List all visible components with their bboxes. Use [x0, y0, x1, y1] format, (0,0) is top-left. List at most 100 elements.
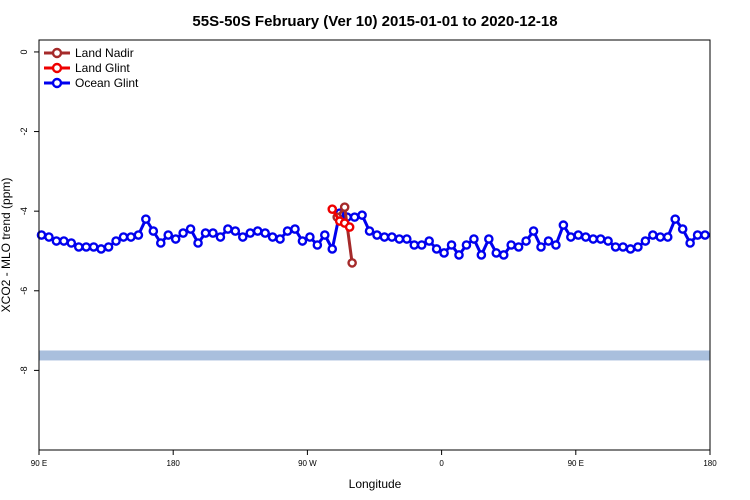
ocean-glint-point — [185, 224, 196, 234]
ocean-glint-point — [305, 232, 315, 242]
ocean-glint-point — [200, 228, 211, 238]
ocean-glint-point — [551, 240, 561, 250]
ocean-glint-point — [588, 234, 598, 244]
ocean-glint-point — [51, 236, 62, 246]
ocean-glint-point — [476, 250, 487, 260]
ocean-glint-point — [387, 232, 397, 242]
ocean-glint-point — [73, 242, 84, 252]
legend-land-glint-label: Land Glint — [75, 61, 130, 75]
ocean-glint-point — [506, 240, 516, 250]
ocean-glint-point — [670, 214, 681, 224]
y-tick-label: -2 — [19, 128, 29, 136]
legend-land-glint-marker — [51, 62, 63, 74]
ocean-glint-point — [640, 236, 651, 246]
ocean-glint-point — [88, 242, 99, 252]
ocean-glint-point — [364, 226, 375, 236]
x-tick-label: 180 — [167, 459, 181, 468]
ocean-glint-point — [252, 226, 263, 236]
ocean-glint-point — [521, 236, 531, 246]
ocean-glint-point — [103, 242, 114, 252]
y-tick-label: -8 — [19, 366, 29, 374]
ocean-glint-point — [409, 240, 420, 250]
ocean-glint-point — [237, 232, 248, 242]
ocean-glint-point — [655, 232, 666, 242]
ocean-glint-point — [208, 228, 218, 238]
ocean-glint-point — [446, 240, 457, 250]
ocean-glint-point — [178, 228, 188, 238]
y-tick-label: -6 — [19, 287, 29, 295]
ocean-glint-point — [59, 236, 69, 246]
ocean-glint-point — [111, 236, 121, 246]
ocean-glint-point — [163, 230, 174, 240]
ocean-glint-point — [230, 226, 241, 236]
ocean-glint-point — [677, 224, 688, 234]
ocean-glint-point — [491, 248, 502, 258]
ocean-glint-point — [580, 232, 591, 242]
ocean-glint-point — [297, 236, 308, 246]
ocean-glint-point — [454, 250, 464, 260]
ocean-glint-point — [603, 236, 613, 246]
ocean-glint-point — [543, 236, 554, 246]
ocean-glint-point — [215, 232, 226, 242]
ocean-glint-point — [357, 210, 367, 220]
ocean-glint-point — [260, 228, 270, 238]
ocean-glint-point — [96, 244, 106, 254]
land-glint-point — [344, 222, 355, 232]
y-tick-label: -4 — [19, 207, 29, 215]
x-tick-label: 90 W — [298, 459, 317, 468]
ocean-glint-point — [133, 230, 144, 240]
legend-ocean-glint-marker — [51, 77, 63, 89]
ocean-glint-point — [319, 230, 330, 240]
ocean-glint-point — [461, 240, 472, 250]
x-tick-label: 0 — [439, 459, 444, 468]
ocean-glint-point — [648, 230, 658, 240]
x-axis-label: Longitude — [349, 477, 402, 491]
ocean-glint-point — [536, 242, 546, 252]
ocean-glint-point — [193, 238, 203, 248]
legend-land-nadir-marker — [51, 47, 63, 59]
ocean-glint-point — [633, 242, 643, 252]
x-tick-label: 90 E — [31, 459, 47, 468]
legend-ocean-glint-label: Ocean Glint — [75, 76, 139, 90]
ocean-glint-point — [141, 214, 151, 224]
x-tick-label: 90 E — [568, 459, 584, 468]
axes: 90 E 180 90 W 0 90 E 180 0 -2 -4 -6 -8 — [19, 49, 717, 468]
ocean-glint-point — [372, 230, 382, 240]
ocean-glint-point — [513, 242, 524, 252]
ocean-glint-point — [484, 234, 494, 244]
ocean-glint-point — [148, 226, 159, 236]
ocean-glint-point — [267, 232, 278, 242]
ocean-glint-point — [312, 240, 323, 250]
land-nadir-point — [347, 258, 357, 268]
ocean-glint-point — [66, 238, 77, 248]
legend-land-nadir-label: Land Nadir — [75, 46, 134, 60]
ocean-glint-point — [469, 234, 479, 244]
ocean-glint-point — [528, 226, 539, 236]
ocean-glint-point — [700, 230, 710, 240]
ocean-glint-point — [275, 234, 285, 244]
ocean-glint-point — [558, 220, 569, 230]
ocean-glint-point — [379, 232, 390, 242]
series-layer — [36, 202, 710, 268]
x-tick-label: 180 — [703, 459, 717, 468]
y-axis-label: XCO2 - MLO trend (ppm) — [0, 178, 13, 313]
ocean-glint-point — [44, 232, 54, 242]
ocean-glint-point — [402, 234, 412, 244]
ocean-glint-point — [394, 234, 405, 244]
ocean-glint-point — [618, 242, 628, 252]
plot-frame — [38, 39, 711, 451]
ocean-glint-point — [625, 244, 636, 254]
land-glint-point — [327, 204, 338, 214]
ocean-glint-point — [349, 212, 360, 222]
ocean-glint-point — [327, 244, 338, 254]
band — [39, 350, 710, 361]
chart-title: 55S-50S February (Ver 10) 2015-01-01 to … — [192, 13, 557, 30]
ocean-glint-point — [692, 230, 703, 240]
ocean-glint-point — [595, 234, 606, 244]
ocean-glint-point — [431, 244, 442, 254]
ocean-glint-point — [282, 226, 293, 236]
ocean-glint-point — [245, 228, 256, 238]
ocean-glint-point — [170, 234, 181, 244]
ocean-glint-point — [126, 232, 136, 242]
